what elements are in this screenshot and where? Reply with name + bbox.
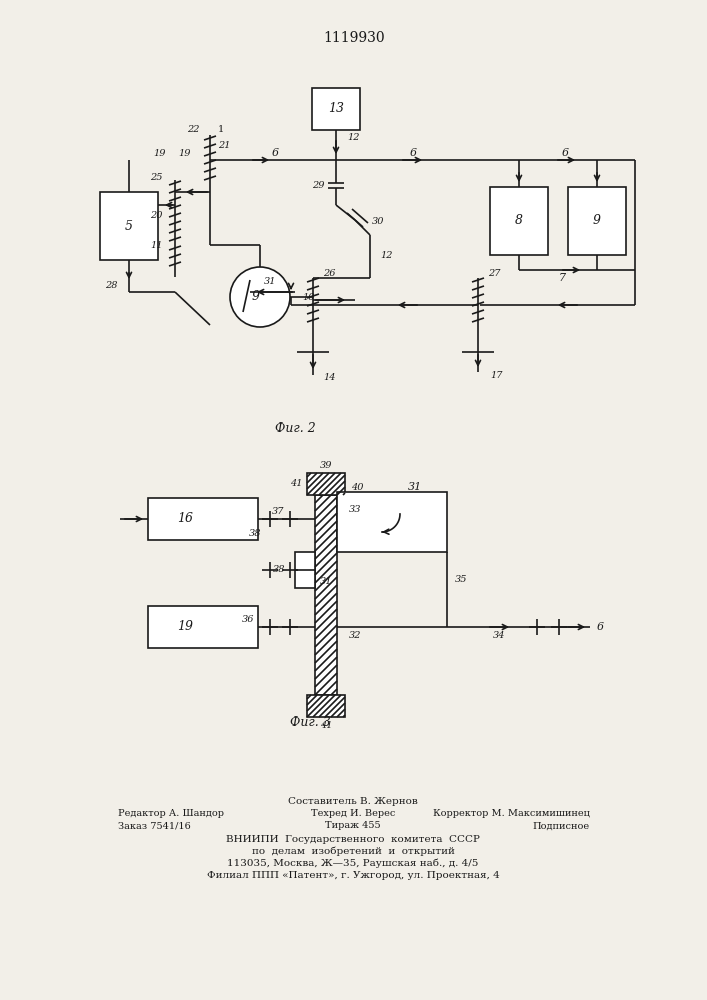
- Text: Техред И. Верес: Техред И. Верес: [311, 810, 395, 818]
- Text: 36: 36: [242, 614, 255, 624]
- Text: 34: 34: [493, 632, 506, 641]
- Text: 26: 26: [323, 269, 336, 278]
- Text: 32: 32: [349, 632, 361, 641]
- Bar: [307, 473, 345, 495]
- Text: 9: 9: [252, 290, 260, 304]
- Bar: [490, 187, 548, 255]
- Text: Тираж 455: Тираж 455: [325, 822, 381, 830]
- Text: 30: 30: [372, 218, 385, 227]
- Text: 1: 1: [218, 125, 224, 134]
- Text: 40: 40: [351, 483, 363, 491]
- Text: 9: 9: [593, 215, 601, 228]
- Text: 22: 22: [187, 125, 200, 134]
- Text: 6: 6: [597, 622, 604, 632]
- Text: 12: 12: [347, 133, 359, 142]
- Text: 27: 27: [488, 269, 501, 278]
- Bar: [312, 88, 360, 130]
- Text: 31: 31: [264, 277, 276, 286]
- Text: 19: 19: [179, 148, 192, 157]
- Text: 8: 8: [515, 215, 523, 228]
- Text: Корректор М. Максимишинец: Корректор М. Максимишинец: [433, 810, 590, 818]
- Text: 11: 11: [151, 240, 163, 249]
- Text: 5: 5: [125, 220, 133, 232]
- Text: Редактор А. Шандор: Редактор А. Шандор: [118, 810, 224, 818]
- Text: 113035, Москва, Ж—35, Раушская наб., д. 4/5: 113035, Москва, Ж—35, Раушская наб., д. …: [228, 858, 479, 868]
- Text: 6: 6: [409, 148, 416, 158]
- Text: Заказ 7541/16: Заказ 7541/16: [118, 822, 191, 830]
- Text: 6: 6: [561, 148, 568, 158]
- Text: Филиал ППП «Патент», г. Ужгород, ул. Проектная, 4: Филиал ППП «Патент», г. Ужгород, ул. Про…: [206, 870, 499, 880]
- Text: 21: 21: [218, 140, 230, 149]
- Bar: [100, 192, 158, 260]
- Text: 20: 20: [151, 211, 163, 220]
- Text: 38: 38: [249, 530, 262, 538]
- Text: Фиг. 2: Фиг. 2: [274, 422, 315, 434]
- Text: Подписное: Подписное: [533, 822, 590, 830]
- Text: 38: 38: [272, 566, 285, 574]
- Bar: [568, 187, 626, 255]
- Text: 31: 31: [408, 482, 422, 492]
- Text: 17: 17: [490, 370, 503, 379]
- Text: 10: 10: [302, 292, 315, 302]
- Circle shape: [230, 267, 290, 327]
- Text: 31: 31: [320, 578, 332, 586]
- Text: 25: 25: [151, 174, 163, 182]
- Text: 41: 41: [291, 480, 303, 488]
- Text: 41: 41: [320, 720, 332, 730]
- Text: 39: 39: [320, 460, 332, 470]
- Bar: [337, 492, 447, 552]
- Text: Составитель В. Жернов: Составитель В. Жернов: [288, 798, 418, 806]
- Text: 19: 19: [153, 148, 166, 157]
- Bar: [148, 606, 258, 648]
- Text: 1119930: 1119930: [323, 31, 385, 45]
- Text: 28: 28: [105, 282, 118, 290]
- Text: по  делам  изобретений  и  открытий: по делам изобретений и открытий: [252, 846, 455, 856]
- Bar: [295, 552, 315, 588]
- Text: ВНИИПИ  Государственного  комитета  СССР: ВНИИПИ Государственного комитета СССР: [226, 834, 480, 844]
- Text: 19: 19: [177, 620, 193, 634]
- Text: 7: 7: [559, 273, 566, 283]
- Text: 12: 12: [380, 250, 392, 259]
- Text: 35: 35: [455, 576, 467, 584]
- Text: 14: 14: [323, 373, 336, 382]
- Bar: [307, 695, 345, 717]
- Text: 13: 13: [328, 103, 344, 115]
- Text: Фиг. 3: Фиг. 3: [290, 716, 330, 728]
- Text: 37: 37: [271, 506, 284, 516]
- Bar: [315, 495, 337, 695]
- Text: 29: 29: [312, 180, 325, 190]
- Bar: [148, 498, 258, 540]
- Text: 16: 16: [177, 512, 193, 526]
- Text: 6: 6: [271, 148, 279, 158]
- Text: 33: 33: [349, 506, 361, 514]
